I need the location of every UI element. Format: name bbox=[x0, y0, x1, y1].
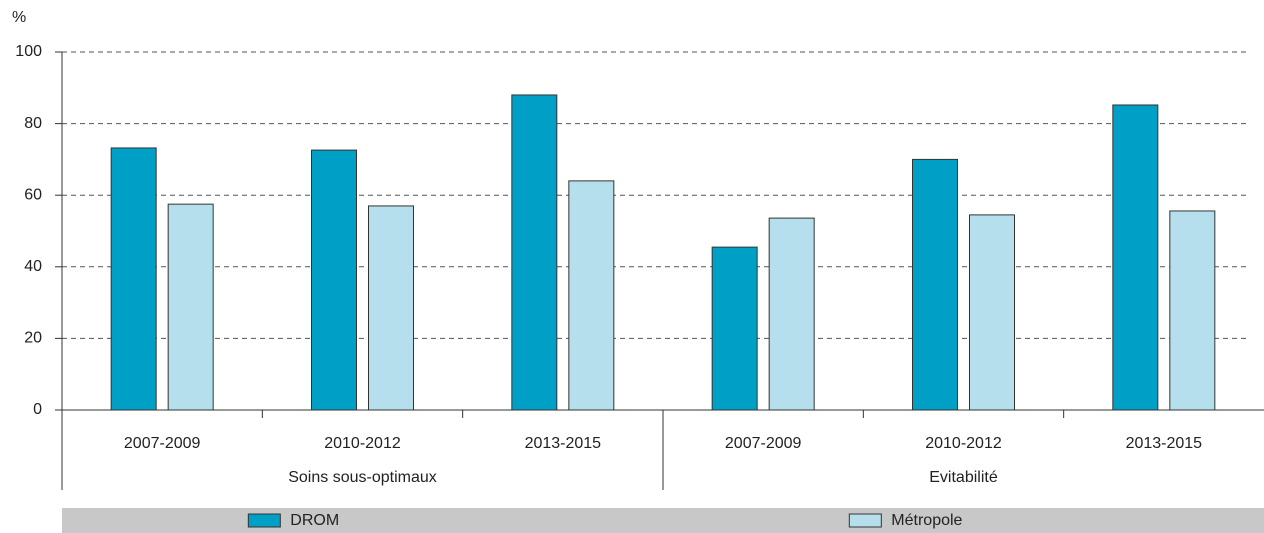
x-tick-label: 2013-2015 bbox=[1126, 435, 1203, 452]
bar bbox=[969, 214, 1015, 411]
legend-label: DROM bbox=[290, 512, 339, 529]
y-tick-label: 0 bbox=[33, 401, 42, 418]
group-label: Soins sous-optimaux bbox=[288, 469, 437, 486]
bar bbox=[368, 205, 414, 411]
bar bbox=[912, 158, 958, 411]
x-tick-label: 2007-2009 bbox=[124, 435, 201, 452]
y-tick-label: 40 bbox=[24, 258, 42, 275]
bar bbox=[711, 246, 758, 411]
legend-swatch bbox=[848, 513, 882, 528]
y-tick-label: 20 bbox=[24, 330, 42, 347]
y-axis-label: % bbox=[12, 9, 26, 26]
legend-label: Métropole bbox=[891, 512, 962, 529]
bar bbox=[110, 147, 157, 411]
y-tick-label: 60 bbox=[24, 186, 42, 203]
y-tick-label: 100 bbox=[15, 43, 42, 60]
x-tick-label: 2010-2012 bbox=[925, 435, 1002, 452]
x-tick-label: 2013-2015 bbox=[525, 435, 602, 452]
bar bbox=[311, 149, 357, 411]
bar bbox=[1169, 210, 1216, 411]
bar bbox=[511, 94, 558, 411]
legend-background bbox=[62, 508, 1264, 533]
legend-swatch bbox=[247, 513, 281, 528]
bar bbox=[1112, 104, 1159, 411]
y-tick-label: 80 bbox=[24, 115, 42, 132]
group-label: Evitabilité bbox=[929, 469, 998, 486]
x-tick-label: 2007-2009 bbox=[725, 435, 802, 452]
bar bbox=[167, 203, 214, 411]
x-tick-label: 2010-2012 bbox=[324, 435, 401, 452]
bar bbox=[568, 180, 615, 411]
bar bbox=[768, 217, 815, 411]
